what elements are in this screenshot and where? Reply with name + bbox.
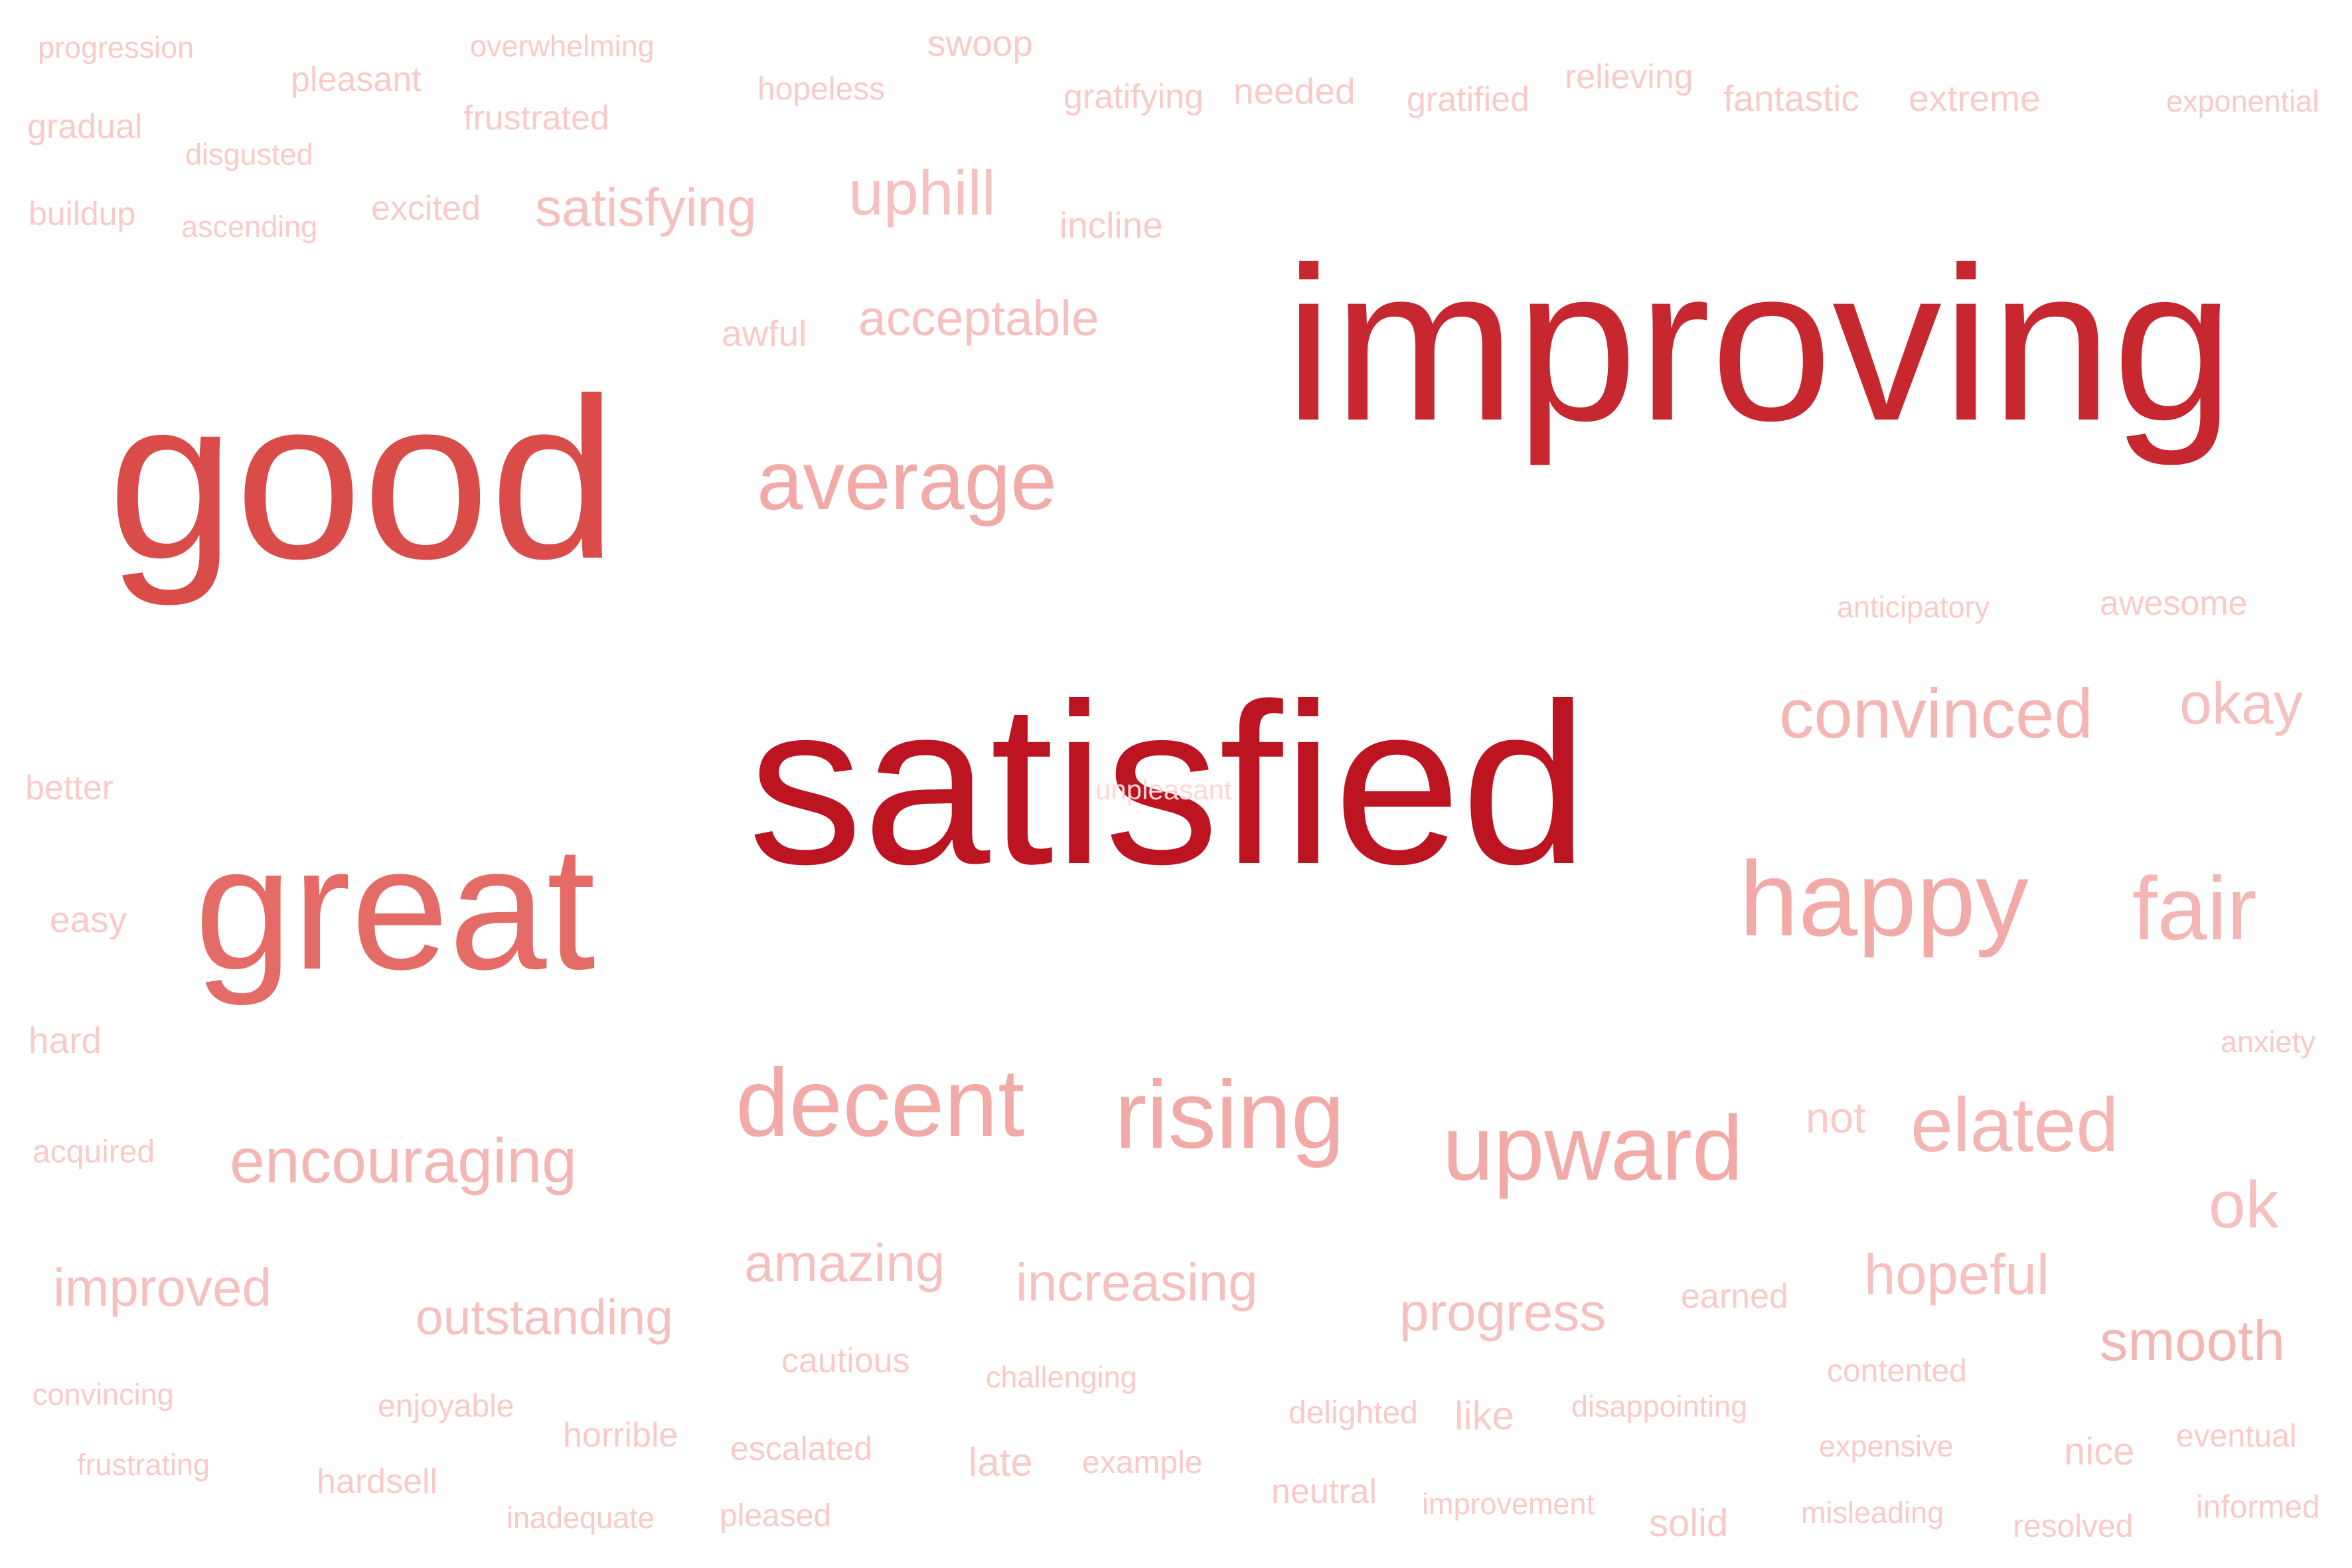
word-convincing: convincing bbox=[33, 1377, 174, 1411]
word-progression: progression bbox=[38, 31, 195, 64]
word-acquired: acquired bbox=[33, 1135, 155, 1170]
word-improved: improved bbox=[53, 1258, 272, 1317]
word-hard: hard bbox=[29, 1020, 102, 1061]
word-challenging: challenging bbox=[986, 1360, 1137, 1394]
word-misleading: misleading bbox=[1801, 1496, 1944, 1529]
word-happy: happy bbox=[1739, 839, 2029, 958]
word-delighted: delighted bbox=[1289, 1395, 1418, 1431]
word-increasing: increasing bbox=[1016, 1253, 1258, 1312]
word-smooth: smooth bbox=[2100, 1310, 2285, 1373]
word-upward: upward bbox=[1443, 1097, 1743, 1200]
word-average: average bbox=[757, 435, 1057, 527]
word-encouraging: encouraging bbox=[230, 1126, 577, 1196]
word-okay: okay bbox=[2179, 670, 2303, 736]
word-ascending: ascending bbox=[181, 210, 318, 244]
word-expensive: expensive bbox=[1819, 1429, 1954, 1463]
word-acceptable: acceptable bbox=[858, 290, 1099, 346]
word-improvement: improvement bbox=[1422, 1487, 1595, 1521]
word-eventual: eventual bbox=[2176, 1419, 2297, 1454]
word-like: like bbox=[1454, 1393, 1515, 1438]
word-rising: rising bbox=[1115, 1061, 1345, 1168]
word-cautious: cautious bbox=[781, 1342, 910, 1380]
word-anticipatory: anticipatory bbox=[1837, 590, 1990, 624]
word-satisfied: satisfied bbox=[748, 657, 1589, 912]
word-resolved: resolved bbox=[2013, 1509, 2134, 1544]
word-frustrated: frustrated bbox=[463, 99, 609, 137]
word-convinced: convinced bbox=[1779, 675, 2093, 753]
word-extreme: extreme bbox=[1909, 78, 2041, 119]
word-escalated: escalated bbox=[730, 1430, 873, 1467]
word-solid: solid bbox=[1649, 1502, 1729, 1545]
word-needed: needed bbox=[1233, 70, 1356, 112]
word-pleasant: pleasant bbox=[291, 60, 422, 99]
word-excited: excited bbox=[371, 189, 481, 228]
word-disappointing: disappointing bbox=[1571, 1389, 1748, 1423]
word-hopeful: hopeful bbox=[1864, 1243, 2049, 1306]
word-not: not bbox=[1806, 1093, 1866, 1142]
word-decent: decent bbox=[736, 1049, 1025, 1156]
word-great: great bbox=[195, 810, 596, 1006]
word-hopeless: hopeless bbox=[757, 72, 886, 107]
word-overwhelming: overwhelming bbox=[470, 29, 655, 63]
word-good: good bbox=[108, 351, 617, 607]
word-easy: easy bbox=[50, 899, 127, 940]
word-awesome: awesome bbox=[2100, 584, 2248, 623]
word-unpleasant: unpleasant bbox=[1095, 774, 1232, 805]
word-anxiety: anxiety bbox=[2221, 1025, 2315, 1059]
word-informed: informed bbox=[2196, 1490, 2320, 1525]
word-late: late bbox=[969, 1440, 1033, 1484]
word-fair: fair bbox=[2132, 858, 2257, 959]
word-enjoyable: enjoyable bbox=[378, 1389, 514, 1424]
word-exponential: exponential bbox=[2166, 84, 2319, 118]
word-incline: incline bbox=[1059, 204, 1163, 246]
word-pleased: pleased bbox=[720, 1498, 832, 1533]
word-example: example bbox=[1082, 1445, 1203, 1480]
word-buildup: buildup bbox=[29, 195, 136, 232]
word-gratifying: gratifying bbox=[1063, 78, 1204, 116]
word-earned: earned bbox=[1681, 1277, 1788, 1316]
word-fantastic: fantastic bbox=[1723, 78, 1859, 119]
word-elated: elated bbox=[1911, 1083, 2119, 1168]
word-neutral: neutral bbox=[1271, 1472, 1377, 1511]
word-ok: ok bbox=[2209, 1168, 2279, 1242]
word-amazing: amazing bbox=[744, 1233, 945, 1293]
word-frustrating: frustrating bbox=[77, 1448, 210, 1482]
word-contented: contented bbox=[1827, 1354, 1967, 1389]
word-outstanding: outstanding bbox=[416, 1289, 673, 1345]
word-improving: improving bbox=[1285, 221, 2234, 466]
word-disgusted: disgusted bbox=[185, 137, 313, 171]
word-swoop: swoop bbox=[927, 23, 1033, 64]
word-better: better bbox=[25, 769, 114, 807]
word-inadequate: inadequate bbox=[507, 1501, 655, 1535]
word-gratified: gratified bbox=[1407, 80, 1529, 119]
word-horrible: horrible bbox=[563, 1416, 678, 1454]
word-relieving: relieving bbox=[1565, 58, 1693, 96]
word-nice: nice bbox=[2064, 1430, 2135, 1473]
word-progress: progress bbox=[1399, 1283, 1607, 1342]
word-awful: awful bbox=[722, 313, 807, 354]
word-gradual: gradual bbox=[27, 108, 143, 146]
word-uphill: uphill bbox=[848, 158, 996, 228]
word-hardsell: hardsell bbox=[317, 1462, 438, 1501]
word-satisfying: satisfying bbox=[535, 178, 757, 237]
